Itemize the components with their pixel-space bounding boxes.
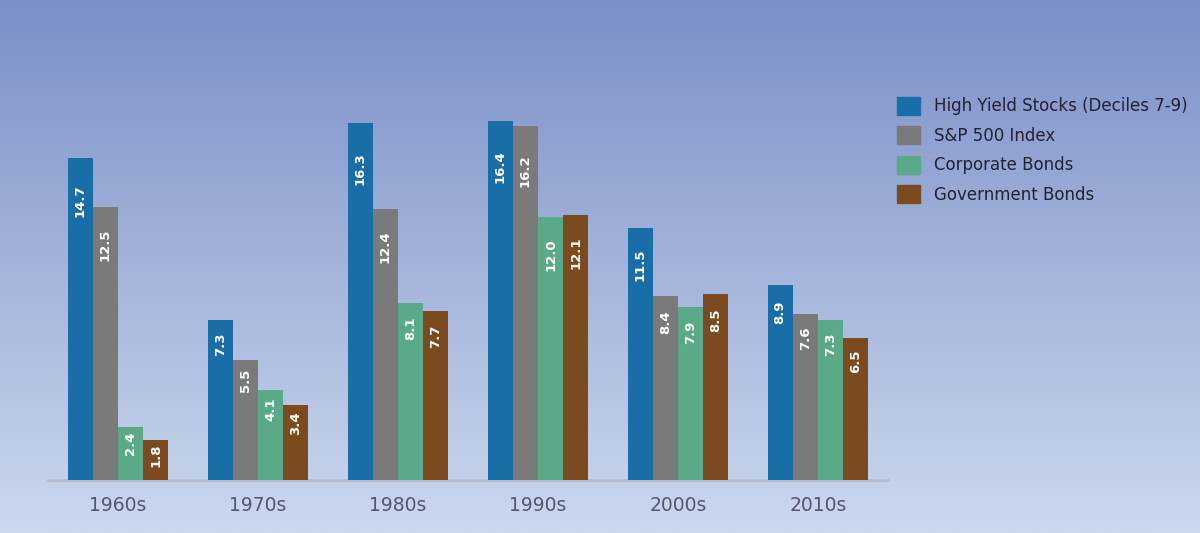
Text: 7.3: 7.3	[214, 333, 227, 357]
Text: 12.5: 12.5	[98, 229, 112, 261]
Text: 7.6: 7.6	[799, 327, 812, 350]
Text: 7.9: 7.9	[684, 321, 697, 344]
Bar	[283, 406, 308, 480]
Text: 7.3: 7.3	[824, 333, 838, 357]
Text: 12.4: 12.4	[379, 230, 392, 263]
Text: 3.4: 3.4	[289, 411, 302, 435]
Bar	[512, 126, 538, 480]
Text: 12.0: 12.0	[544, 238, 557, 271]
Legend: High Yield Stocks (Deciles 7-9), S&P 500 Index, Corporate Bonds, Government Bond: High Yield Stocks (Deciles 7-9), S&P 500…	[888, 88, 1195, 212]
Bar	[398, 303, 424, 480]
Bar	[233, 359, 258, 480]
Bar	[818, 320, 844, 480]
Text: 16.4: 16.4	[493, 150, 506, 183]
Bar	[258, 390, 283, 480]
Bar	[628, 229, 653, 480]
Text: 8.9: 8.9	[774, 301, 787, 324]
Bar	[424, 311, 449, 480]
Text: 4.1: 4.1	[264, 397, 277, 421]
Bar	[92, 207, 118, 480]
Text: 1.8: 1.8	[149, 443, 162, 467]
Bar	[844, 338, 869, 480]
Bar	[487, 122, 512, 480]
Bar	[373, 209, 398, 480]
Text: 8.1: 8.1	[404, 317, 418, 341]
Text: 7.7: 7.7	[430, 325, 443, 348]
Bar	[67, 158, 92, 480]
Bar	[653, 296, 678, 480]
Text: 8.4: 8.4	[659, 311, 672, 334]
Text: 8.5: 8.5	[709, 309, 722, 332]
Text: 16.3: 16.3	[354, 152, 367, 185]
Text: 11.5: 11.5	[634, 248, 647, 281]
Bar	[143, 440, 168, 480]
Text: 16.2: 16.2	[518, 154, 532, 187]
Text: 2.4: 2.4	[124, 431, 137, 455]
Bar	[348, 124, 373, 480]
Bar	[118, 427, 143, 480]
Bar	[703, 294, 728, 480]
Bar	[793, 313, 818, 480]
Text: 14.7: 14.7	[73, 184, 86, 217]
Text: 5.5: 5.5	[239, 369, 252, 392]
Bar	[538, 217, 563, 480]
Bar	[768, 285, 793, 480]
Bar	[678, 307, 703, 480]
Text: 12.1: 12.1	[569, 237, 582, 269]
Bar	[208, 320, 233, 480]
Bar	[563, 215, 588, 480]
Text: 6.5: 6.5	[850, 349, 863, 373]
